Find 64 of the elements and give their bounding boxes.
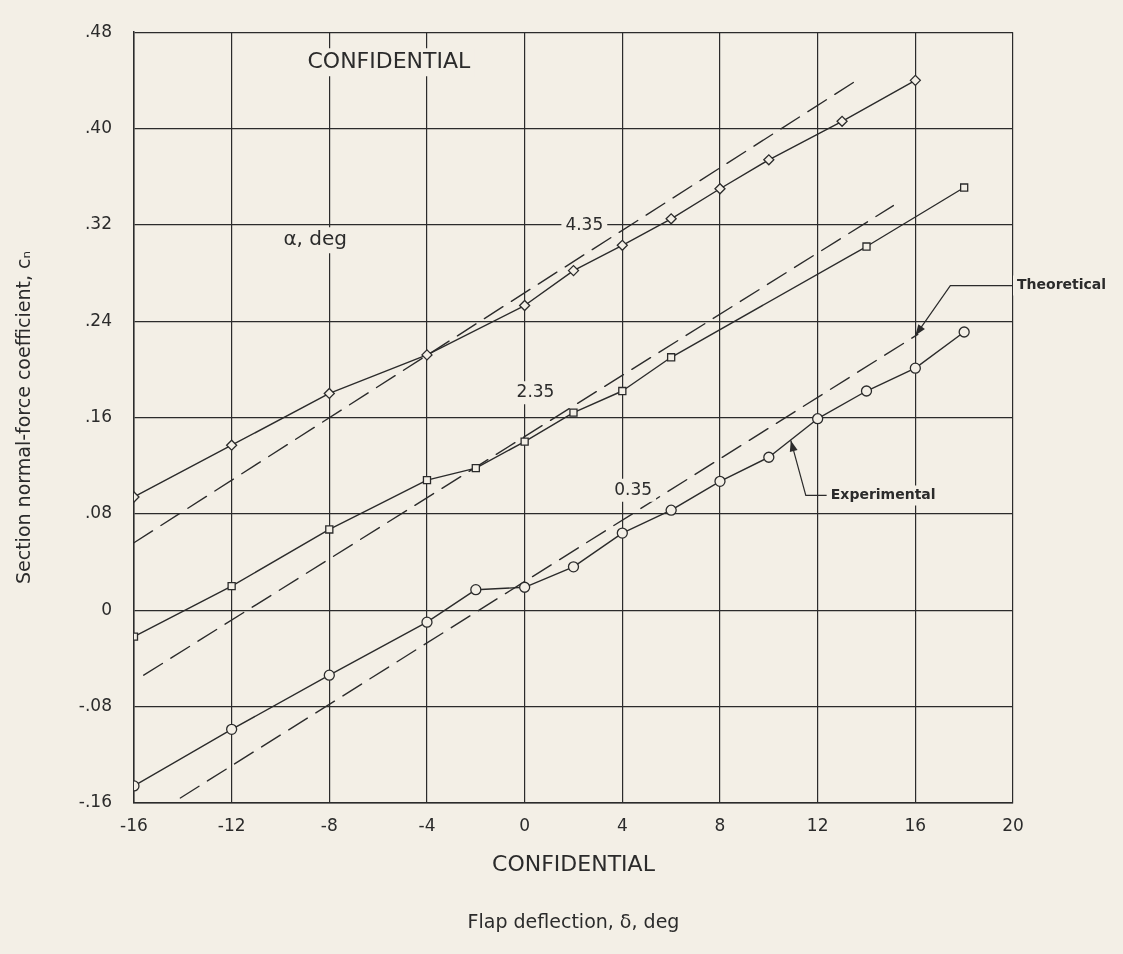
point [519,581,531,593]
x-axis-title: Flap deflection, δ, deg [467,909,680,932]
point [323,387,335,400]
x-tick-label: 8 [714,815,726,836]
point [422,475,432,485]
x-tick-label: -4 [418,815,436,836]
x-tick-label: -8 [320,815,338,836]
point [519,299,531,312]
point [616,527,628,539]
point [567,561,580,573]
annotation: Theoretical [1017,276,1107,293]
point [665,213,677,225]
y-tick-label: .16 [84,405,112,426]
point [323,669,335,681]
point [763,451,775,463]
point [325,525,334,534]
point [714,475,726,487]
y-axis-title: Section normal-force coefficient, cₙ [12,250,35,585]
point [959,183,969,192]
point [421,349,433,361]
y-tick-label: -.16 [78,791,112,812]
y-tick-label: -.08 [78,694,112,715]
point [714,183,726,195]
point [812,413,824,425]
annotation: Experimental [830,486,936,503]
x-tick-label: 16 [904,815,927,836]
point [569,408,578,417]
point [666,353,676,362]
series-label: 2.35 [516,381,555,402]
point [860,385,873,397]
x-tick-label: 12 [806,815,829,836]
x-tick-label: 0 [519,815,531,836]
x-tick-label: 20 [1002,815,1024,836]
point [421,616,433,628]
point [665,504,677,516]
y-tick-label: 0 [101,598,112,619]
point [836,115,848,127]
point [471,463,480,473]
y-tick-label: .08 [84,502,112,523]
point [862,242,871,251]
point [520,437,529,446]
point [227,581,236,591]
y-tick-label: .24 [84,309,112,330]
text: CONFIDENTIAL [307,47,472,73]
point [958,326,970,338]
point [618,386,627,396]
point [567,264,580,277]
point [909,74,921,87]
y-tick-label: .48 [84,20,112,41]
point [763,154,775,166]
point [225,723,238,735]
annotation: α, deg [283,226,347,251]
series-label: 0.35 [614,478,653,499]
text: CONFIDENTIAL [492,850,656,876]
point [470,584,482,596]
y-tick-label: .40 [84,116,112,137]
x-tick-label: 4 [616,815,628,836]
point [909,362,921,374]
series-label: 4.35 [565,213,604,234]
point [225,439,238,451]
x-tick-label: -12 [217,815,246,836]
y-tick-label: .32 [84,213,112,234]
x-tick-label: -16 [120,815,148,836]
point [616,239,628,251]
